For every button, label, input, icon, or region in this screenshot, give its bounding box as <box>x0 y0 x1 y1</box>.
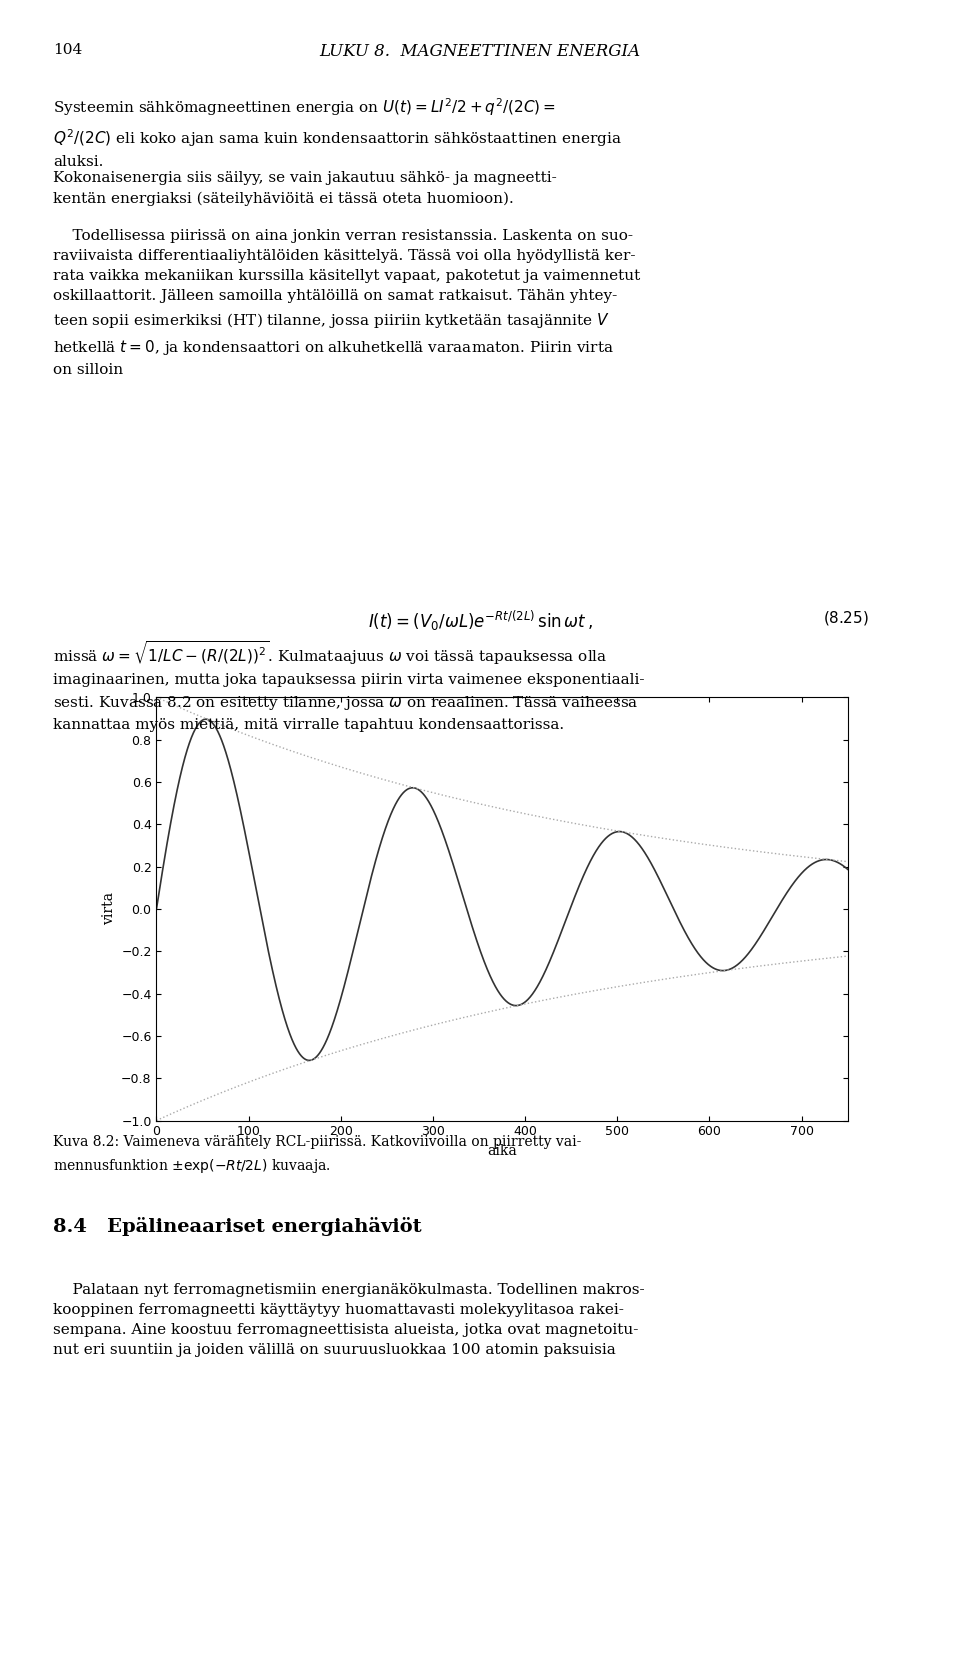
Text: Kokonaisenergia siis säilyy, se vain jakautuu sähkö- ja magneetti-
kentän energi: Kokonaisenergia siis säilyy, se vain jak… <box>53 171 557 206</box>
Text: Palataan nyt ferromagnetismiin energianäkökulmasta. Todellinen makros-
kooppinen: Palataan nyt ferromagnetismiin energianä… <box>53 1283 644 1358</box>
Text: $I(t) = (V_0/\omega L)e^{-Rt/(2L)}\,\sin\omega t\,,$: $I(t) = (V_0/\omega L)e^{-Rt/(2L)}\,\sin… <box>368 609 592 634</box>
Text: 104: 104 <box>53 43 82 56</box>
Text: LUKU 8.  MAGNEETTINEN ENERGIA: LUKU 8. MAGNEETTINEN ENERGIA <box>320 43 640 60</box>
Text: $(8.25)$: $(8.25)$ <box>823 609 869 627</box>
Text: 8.4   Epälineaariset energiahäviöt: 8.4 Epälineaariset energiahäviöt <box>53 1217 421 1235</box>
X-axis label: aika: aika <box>488 1144 516 1159</box>
Text: Systeemin sähkömagneettinen energia on $U(t) = LI^2/2 + q^2/(2C) =$
$Q^2/(2C)$ e: Systeemin sähkömagneettinen energia on $… <box>53 96 622 169</box>
Text: Kuva 8.2: Vaimeneva värähtely RCL-piirissä. Katkoviivoilla on piirretty vai-
men: Kuva 8.2: Vaimeneva värähtely RCL-piiris… <box>53 1135 581 1175</box>
Y-axis label: virta: virta <box>102 893 115 925</box>
Text: Todellisessa piirissä on aina jonkin verran resistanssia. Laskenta on suo-
ravii: Todellisessa piirissä on aina jonkin ver… <box>53 229 640 377</box>
Text: missä $\omega = \sqrt{1/LC - (R/(2L))^2}$. Kulmataajuus $\omega$ voi tässä tapau: missä $\omega = \sqrt{1/LC - (R/(2L))^2}… <box>53 639 644 732</box>
